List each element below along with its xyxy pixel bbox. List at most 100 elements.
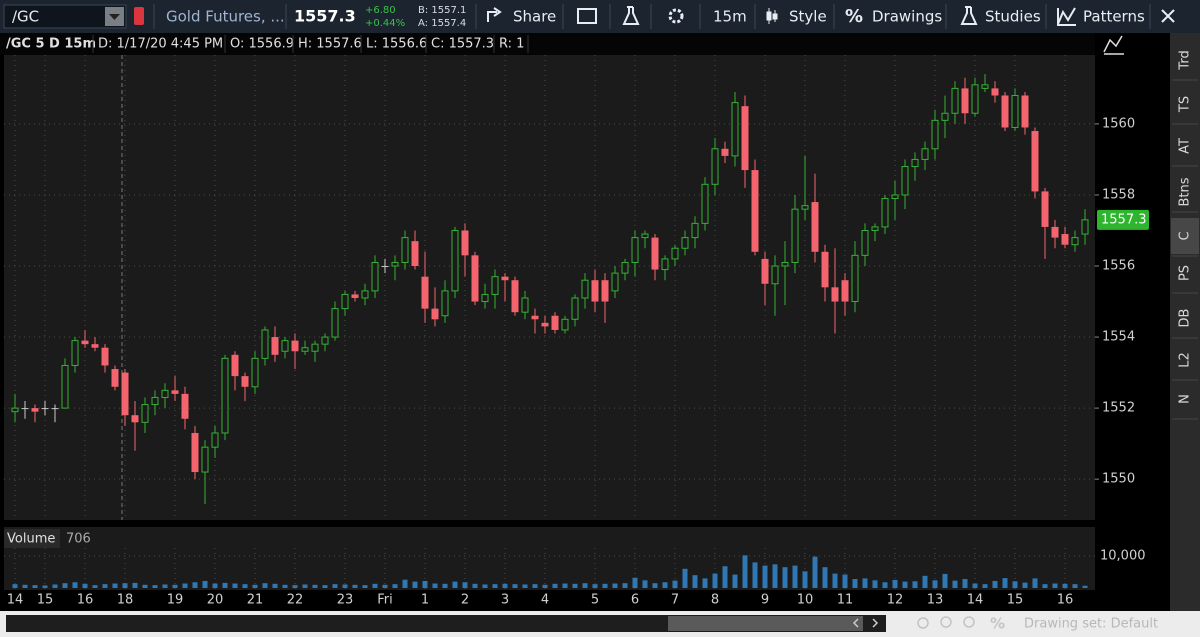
share-label: Share	[513, 8, 556, 26]
candle-body	[411, 241, 419, 267]
volume-bar	[122, 583, 128, 588]
candle-body	[871, 226, 879, 231]
volume-bar	[812, 556, 818, 588]
volume-bar	[622, 583, 628, 588]
volume-bar	[272, 583, 278, 588]
volume-bar	[772, 564, 778, 588]
studies-button[interactable]: Studies	[960, 6, 1041, 26]
volume-bar	[822, 567, 828, 588]
scrollbar-track[interactable]	[6, 615, 886, 632]
x-tick-label: 15	[1007, 593, 1024, 608]
volume-bar	[742, 555, 748, 588]
volume-bar	[182, 583, 188, 588]
drawings-icon: %	[845, 6, 863, 27]
volume-bar	[992, 580, 998, 588]
zoom-controls[interactable]	[917, 616, 975, 629]
volume-bar	[1062, 583, 1068, 588]
volume-bar	[1032, 578, 1038, 588]
flask-button[interactable]	[622, 6, 640, 25]
symbol-field[interactable]	[3, 4, 127, 29]
sidebar-tab[interactable]: Trd	[1178, 50, 1193, 70]
scroll-arrows[interactable]	[852, 618, 879, 628]
sidebar-tab[interactable]: PS	[1178, 265, 1193, 281]
candle-body	[731, 102, 739, 157]
volume-bar	[302, 584, 308, 588]
candle-body	[791, 208, 799, 263]
volume-bar	[352, 584, 358, 588]
volume-bar	[832, 573, 838, 588]
style-button[interactable]: Style	[766, 8, 827, 26]
settings-button[interactable]	[668, 8, 684, 24]
toolbar	[0, 0, 1200, 33]
volume-bar	[12, 584, 18, 588]
x-tick-label: Fri	[377, 593, 393, 608]
drawing-toggle[interactable]: %	[990, 615, 1005, 633]
alert-icon[interactable]	[134, 7, 144, 25]
volume-bar	[372, 583, 378, 588]
volume-bar	[342, 584, 348, 588]
sidebar-tab[interactable]: DB	[1178, 309, 1193, 328]
candle-body	[1071, 237, 1079, 246]
volume-bar	[652, 583, 658, 588]
volume-bar	[222, 582, 228, 588]
volume-bar	[902, 581, 908, 588]
sidebar-tab[interactable]: Btns	[1178, 177, 1193, 206]
candle-body	[211, 432, 219, 448]
volume-bar	[172, 584, 178, 588]
sidebar-tab[interactable]: TS	[1178, 96, 1193, 113]
candle-body	[581, 279, 589, 299]
candle-body	[691, 222, 699, 239]
style-label: Style	[789, 8, 827, 26]
candle-body	[1001, 95, 1009, 128]
volume-bar	[232, 583, 238, 588]
volume-bar	[142, 584, 148, 588]
volume-bar	[922, 575, 928, 588]
drawings-button[interactable]: % Drawings	[845, 6, 942, 27]
candle-body	[1081, 219, 1089, 235]
candle-body	[951, 87, 959, 114]
sidebar-tab[interactable]: C	[1178, 231, 1193, 240]
candle-body	[1051, 226, 1059, 238]
candle-body	[521, 297, 529, 313]
close-button[interactable]	[1161, 9, 1175, 23]
x-tick-label: 22	[287, 593, 304, 608]
candle-body	[71, 340, 79, 366]
candle-body	[771, 265, 779, 285]
x-tick-label: 21	[247, 593, 264, 608]
sidebar-tab[interactable]: N	[1178, 394, 1193, 404]
x-tick-label: 19	[167, 593, 184, 608]
y-tick-label: 1550	[1102, 472, 1135, 487]
detach-button[interactable]	[577, 8, 597, 24]
chart-settings-icon[interactable]	[1103, 35, 1124, 55]
sidebar-tab[interactable]: L2	[1178, 352, 1193, 368]
candle-body	[141, 404, 149, 423]
pan-icon	[917, 617, 929, 629]
volume-bar	[512, 584, 518, 588]
interval-button[interactable]: 15m	[713, 8, 747, 26]
candle-body	[711, 148, 719, 185]
scrollbar-thumb[interactable]	[668, 616, 863, 631]
candle-body	[191, 432, 199, 473]
candle-body	[271, 337, 279, 355]
candle-body	[341, 293, 349, 310]
candle-body	[901, 166, 909, 196]
share-button[interactable]: Share	[487, 7, 556, 26]
candle-body	[651, 237, 659, 270]
candle-body	[451, 229, 459, 292]
candle-body	[761, 258, 769, 284]
x-tick-label: 15	[37, 593, 54, 608]
volume-bar	[842, 574, 848, 588]
candle-body	[321, 336, 329, 345]
candle-body	[561, 318, 569, 331]
candle-body	[801, 205, 809, 210]
volume-bar	[662, 582, 668, 588]
candle-body	[501, 276, 509, 281]
patterns-button[interactable]: Patterns	[1057, 7, 1145, 26]
candle-body	[431, 308, 439, 320]
sidebar-tab[interactable]: AT	[1178, 138, 1193, 154]
drawing-set[interactable]: Drawing set: Default	[1024, 617, 1158, 632]
candle-body	[851, 254, 859, 303]
volume-bar	[422, 580, 428, 588]
candle-body	[571, 297, 579, 320]
percent-change: +0.44%	[365, 18, 405, 29]
